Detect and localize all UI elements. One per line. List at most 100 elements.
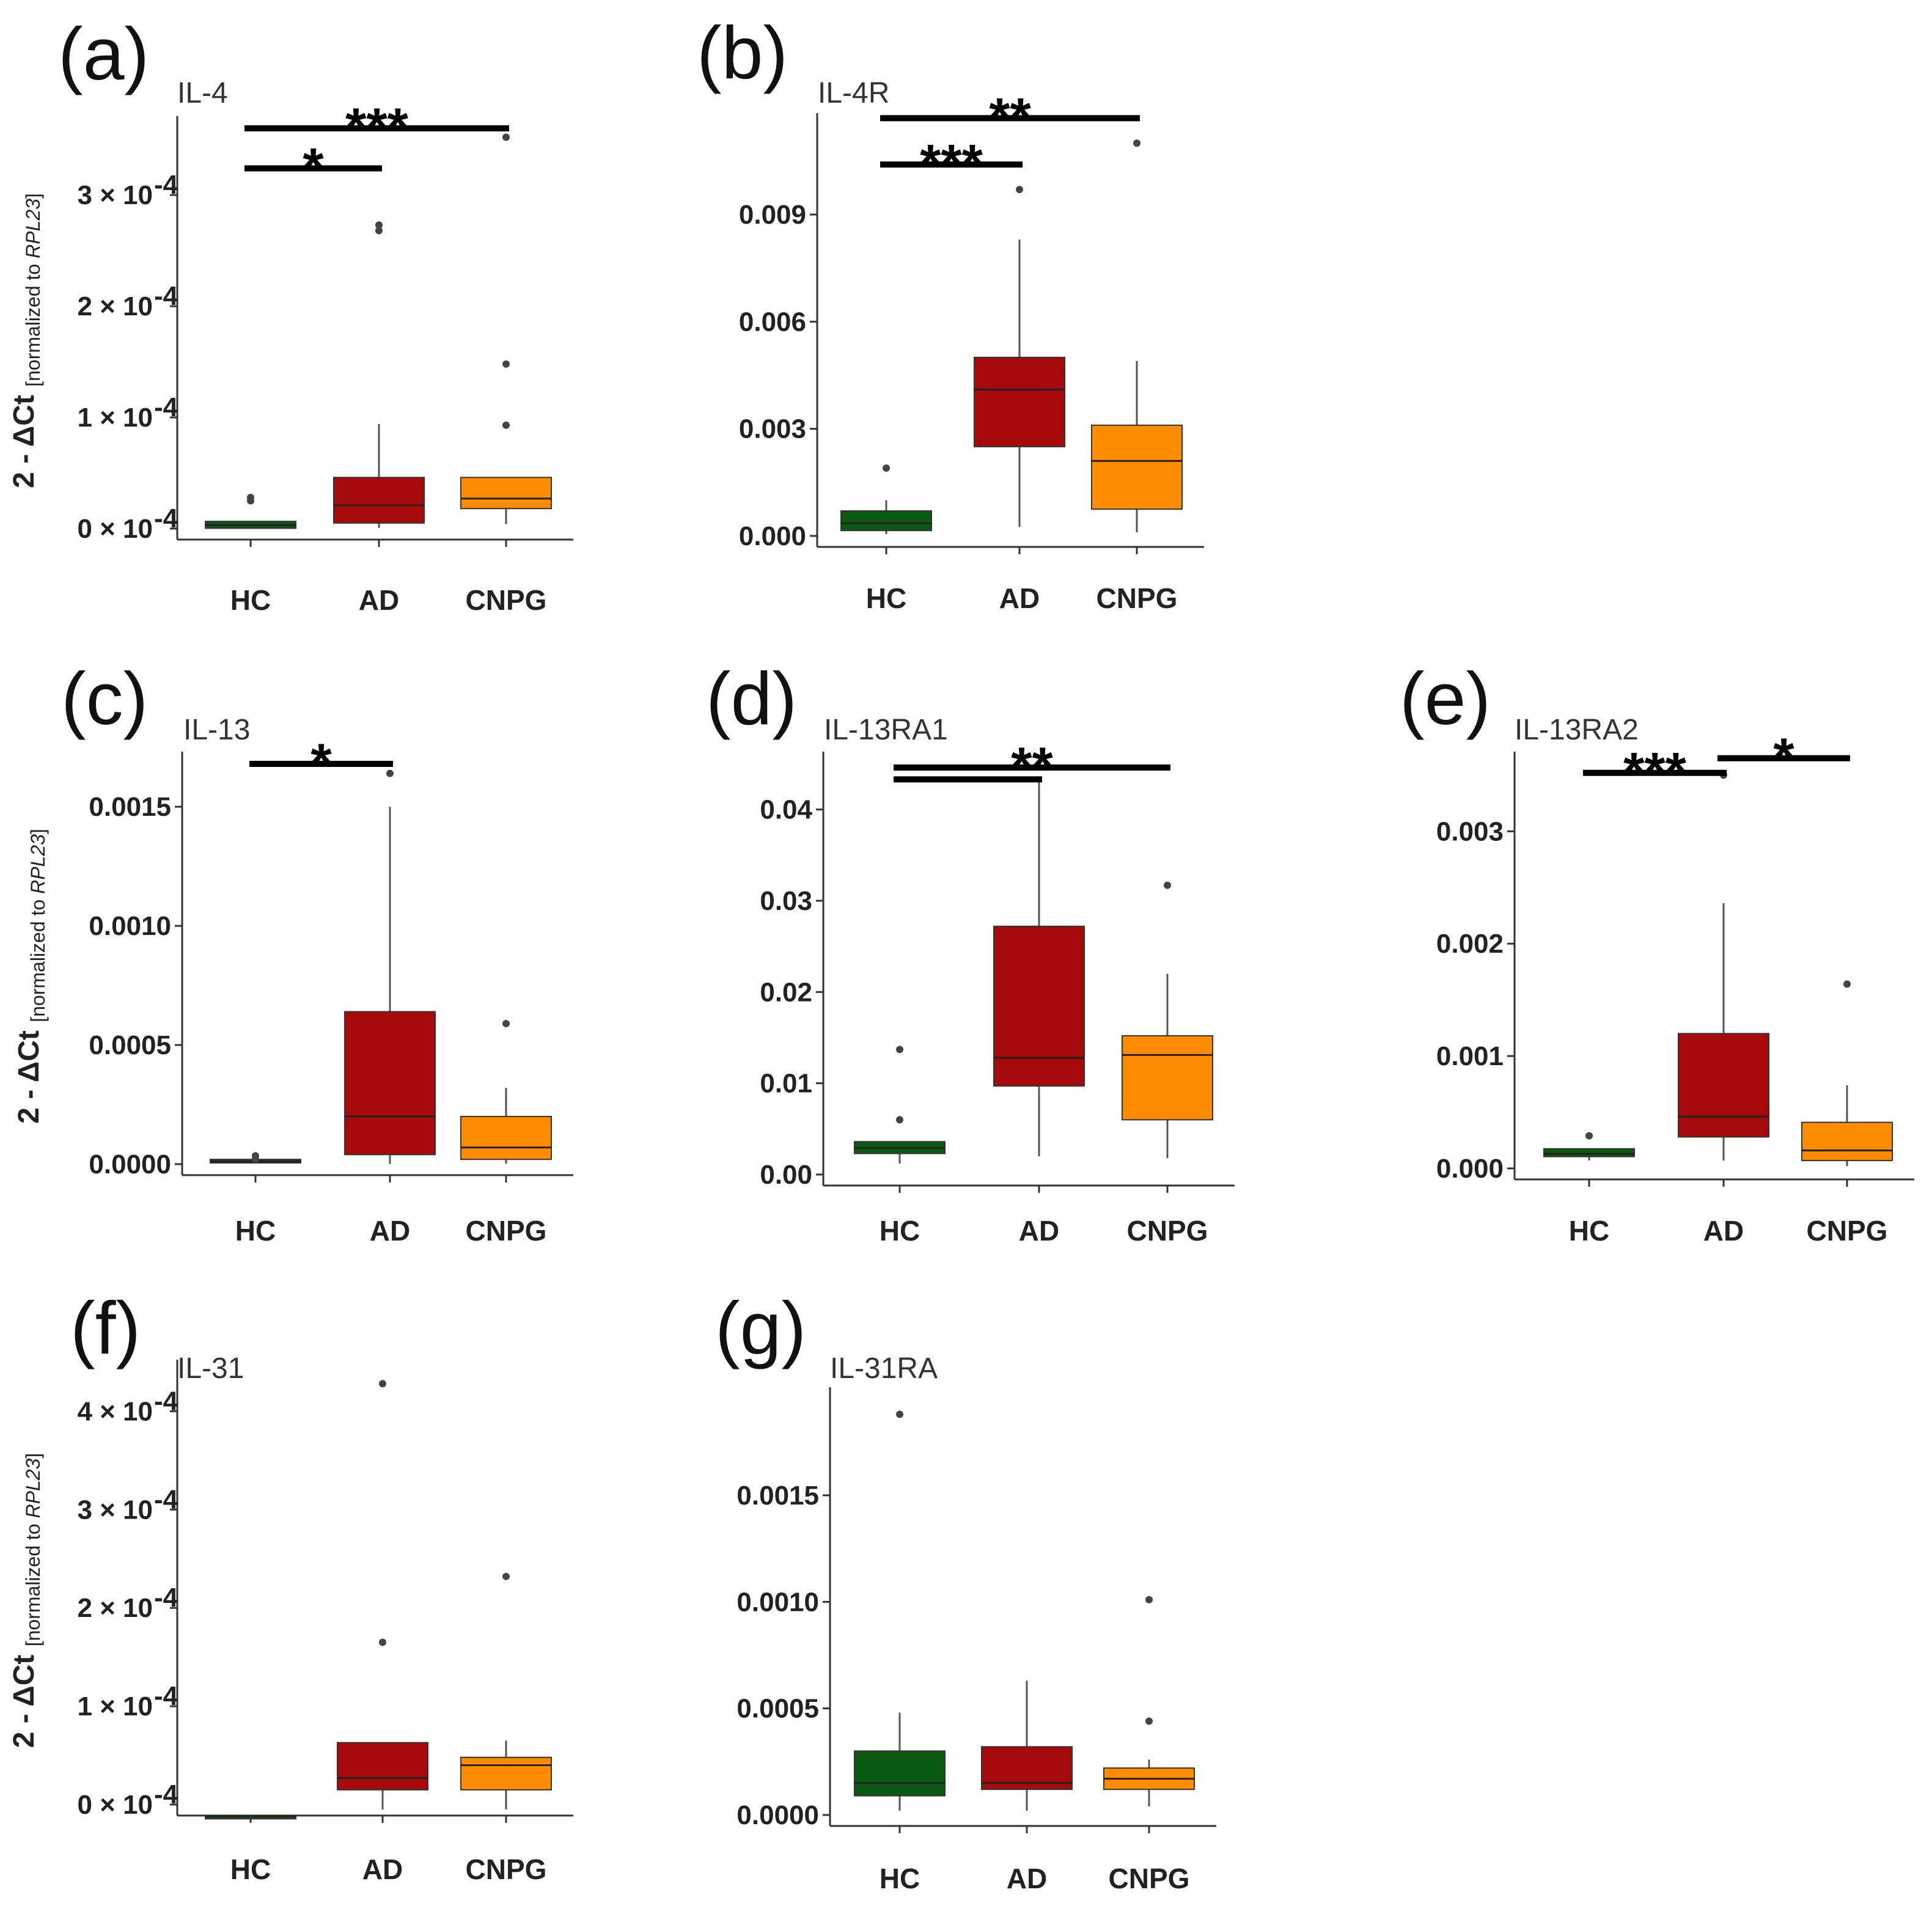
box-hc bbox=[1543, 1148, 1635, 1157]
y-tick-label: 0.009 bbox=[739, 200, 806, 230]
x-tick-label: HC bbox=[1569, 1215, 1609, 1247]
y-tick-label: 0.000 bbox=[739, 521, 806, 551]
x-tick-label: HC bbox=[880, 1863, 920, 1894]
gene-title: IL-4R bbox=[818, 77, 889, 109]
y-tick-label: 0.0005 bbox=[89, 1030, 171, 1060]
box-ad bbox=[344, 1011, 436, 1156]
y-tick-label: 1 × 10 bbox=[77, 1692, 153, 1721]
box-cnpg bbox=[460, 477, 552, 510]
panel-letter: (b) bbox=[697, 11, 788, 94]
y-tick-label: 0.0005 bbox=[736, 1694, 819, 1724]
panel-letter: (c) bbox=[61, 657, 148, 740]
box-ad bbox=[974, 356, 1065, 447]
x-tick-label: CNPG bbox=[466, 1215, 547, 1247]
x-tick-label: CNPG bbox=[1807, 1215, 1888, 1247]
y-tick-label: 0.000 bbox=[1436, 1154, 1504, 1184]
significance-label: *** bbox=[345, 97, 408, 157]
y-tick-exponent: -4 bbox=[154, 1583, 178, 1613]
gene-title: IL-31RA bbox=[830, 1352, 938, 1385]
outlier-point bbox=[379, 1380, 386, 1388]
y-axis-label-gene: RPL23 bbox=[27, 834, 49, 894]
x-tick-label: HC bbox=[230, 1853, 271, 1885]
y-tick-exponent: -4 bbox=[154, 392, 178, 422]
outlier-point bbox=[1016, 186, 1023, 194]
x-tick-label: AD bbox=[362, 1853, 403, 1885]
y-axis-label: 2 - ΔCt [normalized to RPL23] bbox=[8, 193, 44, 488]
y-axis-label-gene: RPL23 bbox=[22, 199, 44, 258]
x-tick-label: AD bbox=[359, 584, 399, 616]
box-cnpg bbox=[1801, 1121, 1893, 1162]
y-axis-label-suffix: ] bbox=[22, 193, 44, 199]
y-tick-exponent: -4 bbox=[154, 1484, 178, 1514]
y-tick-label: 1 × 10 bbox=[77, 403, 153, 433]
outlier-point bbox=[1133, 139, 1140, 147]
box-ad bbox=[337, 1742, 428, 1791]
y-axis-label-suffix: ] bbox=[27, 829, 49, 834]
y-tick-exponent: -4 bbox=[154, 170, 178, 200]
outlier-point bbox=[883, 464, 890, 472]
outlier-point bbox=[1145, 1717, 1153, 1725]
y-axis-label-gene: RPL23 bbox=[22, 1458, 44, 1518]
y-axis-label-sub: [normalized to bbox=[27, 894, 49, 1022]
x-tick-label: HC bbox=[230, 584, 271, 616]
y-tick-label: 3 × 10 bbox=[77, 180, 153, 210]
y-tick-exponent: -4 bbox=[154, 281, 178, 311]
x-tick-label: AD bbox=[999, 582, 1040, 614]
y-axis-label-sub: [normalized to bbox=[22, 258, 44, 387]
y-tick-label: 0.001 bbox=[1436, 1041, 1504, 1071]
y-tick-exponent: -4 bbox=[154, 1386, 178, 1416]
y-tick-label: 0.04 bbox=[760, 795, 812, 825]
panel-letter: (f) bbox=[70, 1286, 141, 1369]
x-tick-label: CNPG bbox=[466, 584, 547, 616]
panel-il-31: (f) IL-310 × 10 -41 × 10 -42 × 10 -43 × 10 -4… bbox=[8, 1286, 573, 1885]
box-hc bbox=[854, 1750, 946, 1797]
y-tick-label: 2 × 10 bbox=[77, 1593, 153, 1623]
y-axis-label-main: 2 - ΔCt bbox=[13, 1022, 45, 1124]
y-tick-label: 0.002 bbox=[1436, 929, 1504, 959]
outlier-point bbox=[502, 133, 510, 141]
outlier-point bbox=[252, 1152, 259, 1160]
x-tick-label: AD bbox=[1007, 1863, 1047, 1894]
y-tick-label: 0 × 10 bbox=[77, 1790, 153, 1820]
significance-label: *** bbox=[920, 133, 983, 193]
panel-letter: (g) bbox=[715, 1286, 806, 1369]
panel-il-13ra2: (e) IL-13RA2 0.000 0.001 0.002 0.003 HC AD CNPG *… bbox=[1400, 657, 1914, 1247]
gene-title: IL-13 bbox=[183, 714, 250, 746]
panel-il-4r: (b) IL-4R 0.000 0.003 0.006 0.009 HC AD CNPG ****… bbox=[697, 11, 1204, 614]
box-cnpg bbox=[1091, 424, 1183, 510]
significance-label: *** bbox=[1623, 741, 1686, 802]
x-tick-label: CNPG bbox=[1109, 1863, 1190, 1894]
y-tick-label: 0.006 bbox=[739, 307, 806, 337]
outlier-point bbox=[379, 1638, 386, 1646]
box-cnpg bbox=[460, 1116, 552, 1160]
outlier-point bbox=[1164, 881, 1171, 889]
y-tick-exponent: -4 bbox=[154, 1681, 178, 1711]
y-tick-label: 0.0010 bbox=[89, 911, 171, 941]
significance-label: * bbox=[303, 137, 324, 197]
box-cnpg bbox=[1122, 1035, 1213, 1121]
panel-il-13: (c) IL-13 0.0000 0.0005 0.0010 0.0015 HC AD CNPG… bbox=[13, 657, 573, 1247]
x-tick-label: AD bbox=[1019, 1215, 1059, 1247]
gene-title: IL-4 bbox=[177, 77, 228, 109]
outlier-point bbox=[375, 221, 383, 229]
outlier-point bbox=[375, 227, 383, 235]
y-tick-label: 0.01 bbox=[760, 1069, 812, 1099]
outlier-point bbox=[502, 1572, 510, 1580]
outlier-point bbox=[247, 497, 254, 505]
y-tick-label: 0 × 10 bbox=[77, 514, 153, 544]
y-tick-label: 0.03 bbox=[760, 886, 812, 916]
panel-il-31ra: (g) IL-31RA 0.0000 0.0005 0.0010 0.0015 HC AD CN… bbox=[715, 1286, 1216, 1894]
y-axis-label-sub: [normalized to bbox=[22, 1518, 44, 1646]
y-tick-label: 0.0000 bbox=[736, 1800, 819, 1830]
outlier-point bbox=[502, 421, 510, 429]
significance-label: ** bbox=[989, 86, 1031, 147]
outlier-point bbox=[896, 1046, 903, 1054]
outlier-point bbox=[386, 769, 394, 777]
outlier-point bbox=[896, 1116, 903, 1124]
panel-letter: (d) bbox=[706, 657, 797, 740]
y-tick-label: 0.003 bbox=[739, 414, 806, 444]
y-tick-label: 0.02 bbox=[760, 977, 812, 1007]
outlier-point bbox=[1585, 1132, 1593, 1140]
y-tick-label: 2 × 10 bbox=[77, 291, 153, 321]
